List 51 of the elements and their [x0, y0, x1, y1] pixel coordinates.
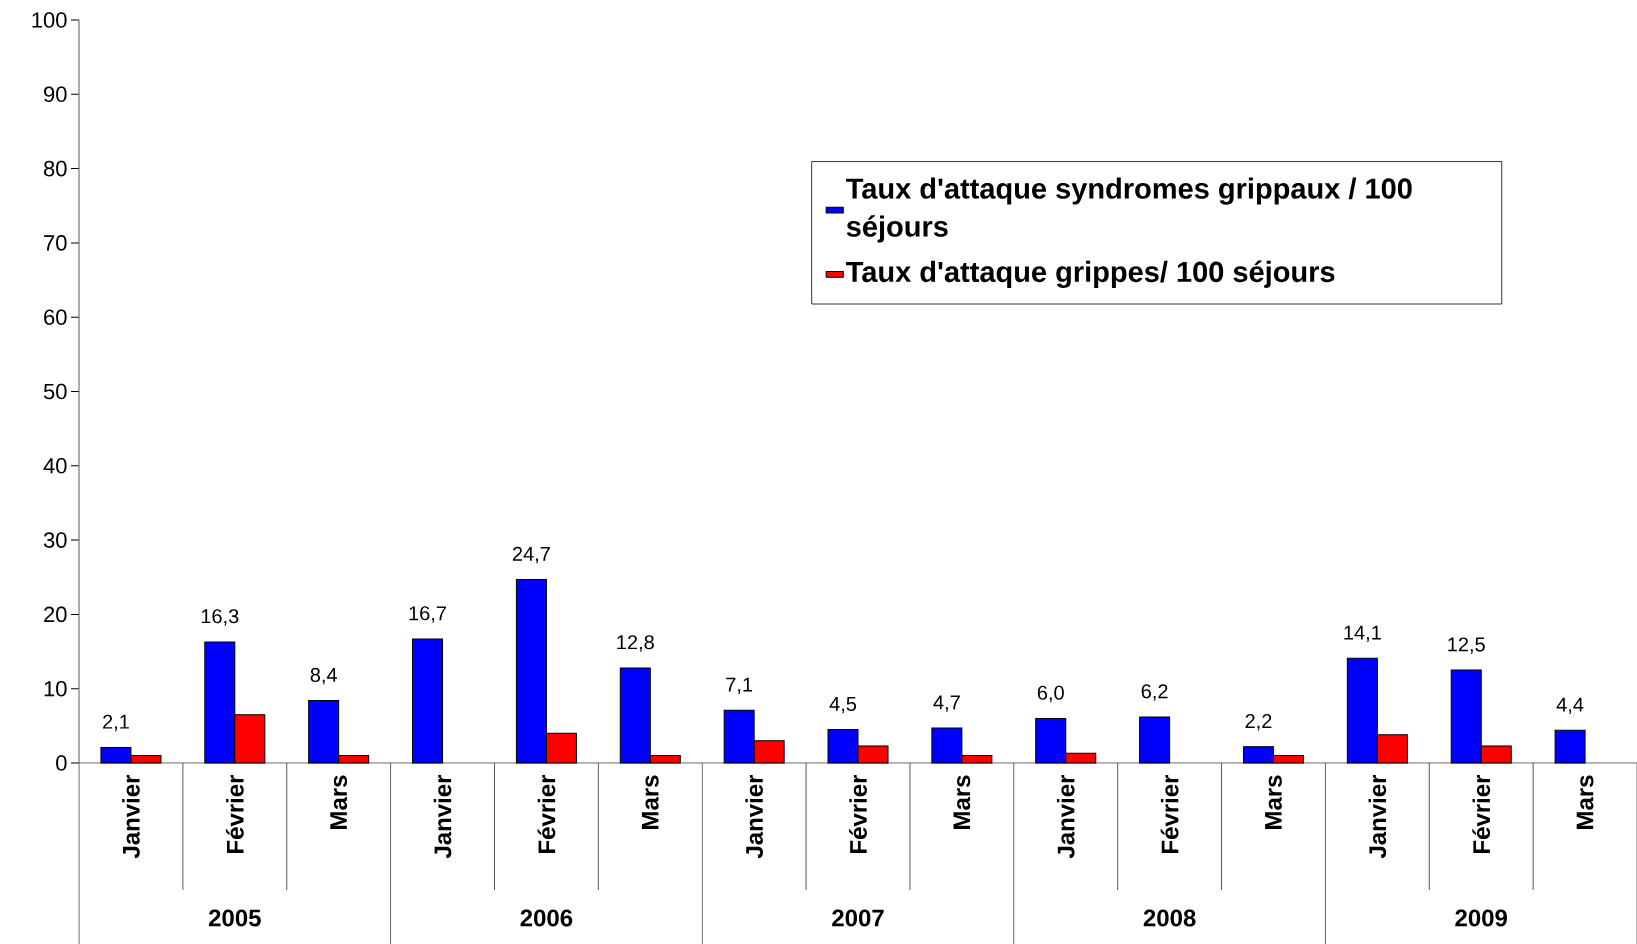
data-label: 7,1 [726, 677, 753, 695]
x-tick-label: Février [1472, 774, 1491, 853]
y-tick-label: 100 [32, 12, 67, 28]
x-tick-label: Janvier [433, 774, 452, 859]
data-label: 12,5 [1448, 637, 1485, 654]
data-label: 24,7 [512, 546, 550, 564]
text: 2005 [208, 909, 261, 927]
x-tick-label: Mars [330, 775, 348, 829]
text: 2008 [1143, 909, 1196, 927]
y-tick-label: 60 [44, 309, 67, 325]
x-tick-label: Mars [641, 775, 659, 829]
bar [1139, 716, 1171, 764]
data-label: 4,4 [1556, 697, 1584, 715]
y-tick-label: 40 [43, 457, 67, 474]
x-tick-label: Février [1160, 774, 1179, 853]
y-tick-label: 10 [44, 680, 67, 697]
y-tick-label: 0 [56, 755, 67, 771]
data-label: 6,0 [1037, 685, 1064, 703]
data-label: 4,5 [829, 697, 857, 714]
x-tick-label: Janvier [745, 774, 763, 859]
text: 2006 [520, 909, 573, 927]
y-tick-label: 90 [44, 86, 67, 103]
x-tick-label: Février [849, 774, 867, 853]
data-label: 16,3 [201, 609, 239, 626]
data-label: 2,2 [1245, 713, 1272, 731]
legend-label: Taux d'attaque syndromes grippaux / 100 séjours [846, 177, 1412, 243]
data-label: 4,7 [933, 695, 960, 712]
data-label: 14,1 [1344, 625, 1381, 643]
data-label: 12,8 [617, 635, 654, 652]
x-tick-label: Mars [953, 775, 971, 829]
data-label: 2,1 [103, 714, 129, 732]
x-tick-label: Mars [1265, 775, 1282, 829]
data-label: 6,2 [1141, 684, 1168, 701]
x-tick-label: Mars [1576, 775, 1594, 829]
y-tick-label: 50 [43, 383, 67, 400]
x-tick-label: Février [537, 774, 556, 853]
text: 2007 [832, 909, 884, 927]
x-tick-label: Février [225, 774, 244, 853]
x-tick-label: Janvier [1056, 774, 1075, 859]
data-label: 16,7 [409, 606, 446, 623]
data-label: 8,4 [310, 667, 337, 685]
y-tick-label: 20 [44, 606, 67, 623]
x-tick-label: Janvier [1368, 774, 1387, 859]
text: 2009 [1455, 909, 1507, 927]
bar [412, 638, 444, 764]
legend-label: Taux d'attaque grippes/ 100 séjours [846, 260, 1335, 289]
bar [1554, 729, 1586, 764]
x-tick-label: Janvier [122, 774, 140, 859]
y-tick-label: 30 [43, 532, 67, 548]
y-tick-label: 70 [44, 235, 67, 251]
y-tick-label: 80 [43, 160, 67, 177]
